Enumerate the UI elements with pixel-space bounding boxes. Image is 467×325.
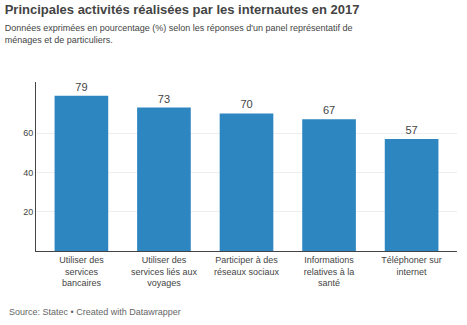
svg-text:Source: Statec • Created with: Source: Statec • Created with Datawrappe… (9, 307, 181, 317)
svg-text:Principales activités réalisée: Principales activités réalisées par les … (5, 2, 360, 17)
svg-text:Utiliser desservices liés auxv: Utiliser desservices liés auxvoyages (131, 255, 198, 288)
svg-text:67: 67 (323, 104, 335, 116)
svg-text:20: 20 (23, 207, 33, 217)
svg-text:73: 73 (158, 93, 170, 105)
svg-text:Téléphoner surinternet: Téléphoner surinternet (381, 255, 442, 277)
svg-text:79: 79 (75, 81, 87, 93)
svg-text:40: 40 (23, 168, 33, 178)
svg-text:Participer à desréseaux sociau: Participer à desréseaux sociaux (214, 255, 280, 277)
svg-text:60: 60 (23, 128, 33, 138)
svg-text:70: 70 (240, 98, 252, 110)
svg-text:Données exprimées en pourcenta: Données exprimées en pourcentage (%) sel… (5, 23, 353, 45)
svg-text:57: 57 (405, 124, 417, 136)
svg-text:Utiliser desservicesbancaires: Utiliser desservicesbancaires (59, 255, 104, 288)
svg-text:Informationsrelatives à lasant: Informationsrelatives à lasanté (304, 255, 355, 288)
